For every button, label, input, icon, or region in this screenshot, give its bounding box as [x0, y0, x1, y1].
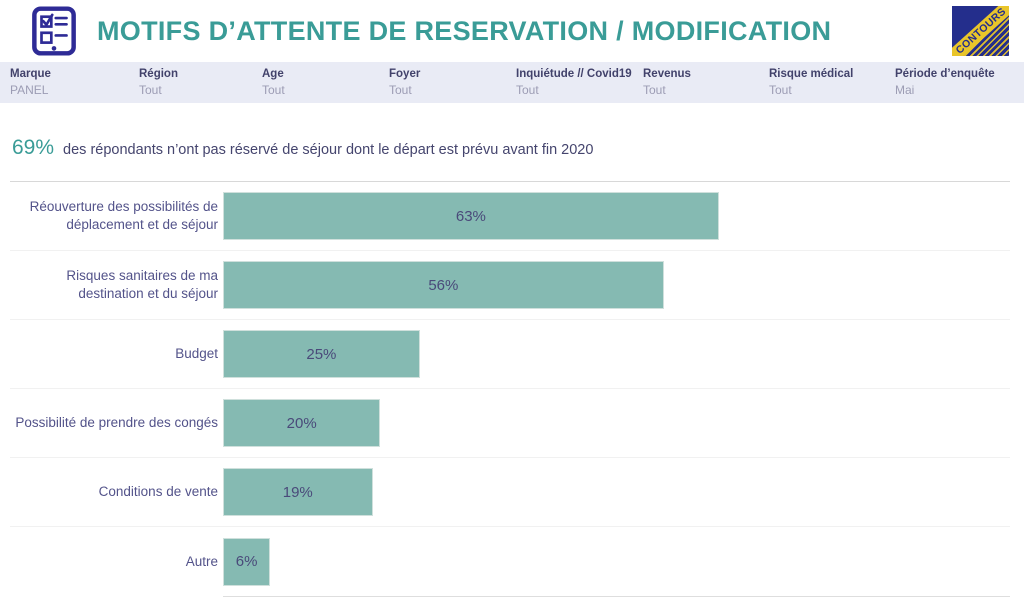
- highlight-text: des répondants n’ont pas réservé de séjo…: [63, 142, 594, 158]
- filter-cell[interactable]: Foyer Tout: [389, 68, 516, 103]
- bar-value-label: 6%: [235, 553, 258, 570]
- filter-bar: Marque PANEL Région Tout Age Tout Foyer …: [0, 62, 1024, 103]
- filter-value[interactable]: Mai: [895, 83, 915, 97]
- filter-label: Période d’enquête: [895, 68, 995, 80]
- filter-cell[interactable]: Age Tout: [262, 68, 389, 103]
- filter-cell[interactable]: Région Tout: [139, 68, 262, 103]
- filter-value[interactable]: Tout: [389, 83, 412, 97]
- highlight-value: 69%: [12, 136, 55, 159]
- filter-label: Revenus: [643, 68, 691, 80]
- category-label: Budget: [175, 346, 218, 361]
- bar-track: 19%: [223, 468, 1010, 516]
- highlight-stat: 69% des répondants n’ont pas réservé de …: [12, 136, 1024, 160]
- bar-value-label: 56%: [428, 276, 459, 294]
- bar[interactable]: 6%: [223, 537, 271, 586]
- filter-value[interactable]: Tout: [643, 83, 666, 97]
- bar[interactable]: 56%: [223, 261, 664, 309]
- filter-label: Foyer: [389, 68, 421, 80]
- category-label: Autre: [185, 553, 218, 569]
- chart-row: Possibilité de prendre des congés 20%: [10, 389, 1010, 458]
- chart-row: Budget 25%: [10, 320, 1010, 389]
- bar-value-label: 63%: [455, 207, 486, 225]
- category-label: Réouverture des possibilités de déplacem…: [29, 199, 218, 232]
- filter-cell[interactable]: Inquiétude // Covid19 Tout: [516, 68, 643, 103]
- bar[interactable]: 63%: [223, 192, 719, 240]
- category-label: Possibilité de prendre des congés: [15, 415, 218, 430]
- chart-row: Réouverture des possibilités de déplacem…: [10, 182, 1010, 251]
- bar-rows: Réouverture des possibilités de déplacem…: [10, 182, 1010, 596]
- filter-value[interactable]: Tout: [769, 83, 792, 97]
- filter-value[interactable]: Tout: [139, 83, 162, 97]
- filter-value[interactable]: Tout: [262, 83, 285, 97]
- bar[interactable]: 25%: [223, 330, 420, 378]
- filter-cell[interactable]: Risque médical Tout: [769, 68, 895, 103]
- clipboard-checklist-icon: [32, 6, 76, 56]
- axis-bottom-line: [223, 596, 1010, 597]
- chart-row: Risques sanitaires de ma destination et …: [10, 251, 1010, 320]
- page-title: MOTIFS D’ATTENTE DE RESERVATION / MODIFI…: [97, 15, 832, 46]
- filter-value[interactable]: PANEL: [10, 83, 49, 97]
- header: MOTIFS D’ATTENTE DE RESERVATION / MODIFI…: [0, 0, 1024, 62]
- bar-track: 63%: [223, 192, 1010, 240]
- bar-track: 20%: [223, 399, 1010, 447]
- filter-label: Age: [262, 68, 284, 80]
- filter-cell[interactable]: Marque PANEL: [10, 68, 139, 103]
- category-label: Risques sanitaires de ma destination et …: [66, 268, 218, 301]
- bar[interactable]: 20%: [223, 399, 381, 447]
- chart-row: Autre 6%: [10, 527, 1010, 596]
- bar-chart: Réouverture des possibilités de déplacem…: [10, 181, 1010, 597]
- filter-cell[interactable]: Période d’enquête Mai: [895, 68, 1024, 103]
- chart-row: Conditions de vente 19%: [10, 458, 1010, 527]
- bar-value-label: 20%: [286, 414, 317, 432]
- filter-value[interactable]: Tout: [516, 83, 539, 97]
- filter-label: Risque médical: [769, 68, 854, 80]
- filter-label: Région: [139, 68, 178, 80]
- bar-track: 56%: [223, 261, 1010, 309]
- filter-cell[interactable]: Revenus Tout: [643, 68, 769, 103]
- bar-value-label: 19%: [282, 483, 313, 501]
- category-label: Conditions de vente: [98, 484, 218, 499]
- bar-value-label: 25%: [306, 345, 337, 363]
- bar-track: 6%: [223, 537, 1010, 586]
- filter-label: Marque: [10, 68, 51, 80]
- contours-logo: CONTOURS: [952, 6, 1009, 56]
- bar[interactable]: 19%: [223, 468, 373, 516]
- filter-label: Inquiétude // Covid19: [516, 68, 632, 80]
- bar-track: 25%: [223, 330, 1010, 378]
